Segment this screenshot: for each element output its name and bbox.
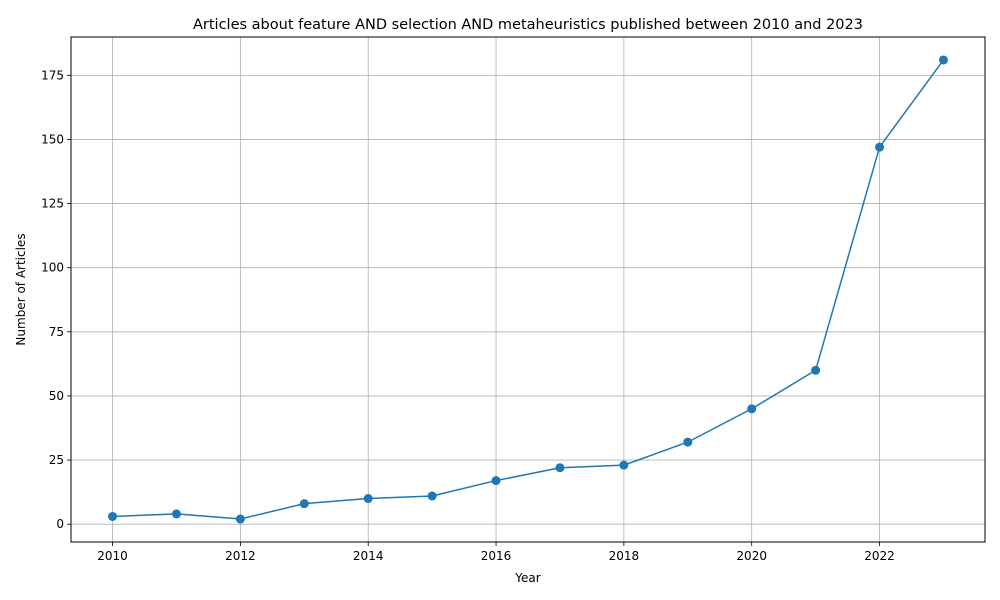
data-point-2011	[171, 509, 181, 519]
y-tick-label: 125	[41, 197, 64, 211]
data-point-2019	[683, 437, 693, 447]
y-tick-label: 75	[49, 325, 64, 339]
data-point-2018	[619, 460, 629, 470]
y-tick-label: 150	[41, 132, 64, 146]
x-tick-label: 2010	[97, 549, 128, 563]
data-point-2015	[427, 491, 437, 501]
data-point-2012	[235, 514, 245, 524]
x-tick-label: 2014	[353, 549, 384, 563]
plot-frame	[70, 36, 986, 543]
x-tick-label: 2016	[481, 549, 512, 563]
data-point-2017	[555, 463, 565, 473]
x-axis-label: Year	[514, 571, 540, 585]
tick-layer: 2010 2012 2014 2016 2018 2020 2022 0 25 50 75 100 12…	[41, 68, 895, 563]
x-tick-label: 2012	[225, 549, 256, 563]
data-point-2022	[875, 142, 885, 152]
data-point-2016	[491, 476, 501, 486]
chart-title: Articles about feature AND selection AND…	[193, 17, 863, 33]
y-tick-label: 25	[49, 453, 64, 467]
x-tick-label: 2020	[736, 549, 767, 563]
series-line	[112, 59, 945, 520]
data-point-2014	[363, 494, 373, 504]
x-tick-label: 2018	[609, 549, 640, 563]
series-layer	[108, 55, 948, 524]
y-tick-label: 50	[49, 389, 64, 403]
data-point-2010	[108, 511, 118, 521]
grid-lines	[71, 37, 985, 542]
data-point-2023	[938, 55, 948, 65]
data-point-2021	[811, 365, 821, 375]
data-point-2013	[299, 499, 309, 509]
x-tick-label: 2022	[864, 549, 895, 563]
y-tick-label: 175	[41, 68, 64, 82]
data-point-2020	[747, 404, 757, 414]
y-axis-label: Number of Articles	[14, 233, 28, 345]
y-tick-label: 0	[56, 517, 64, 531]
y-tick-label: 100	[41, 261, 64, 275]
